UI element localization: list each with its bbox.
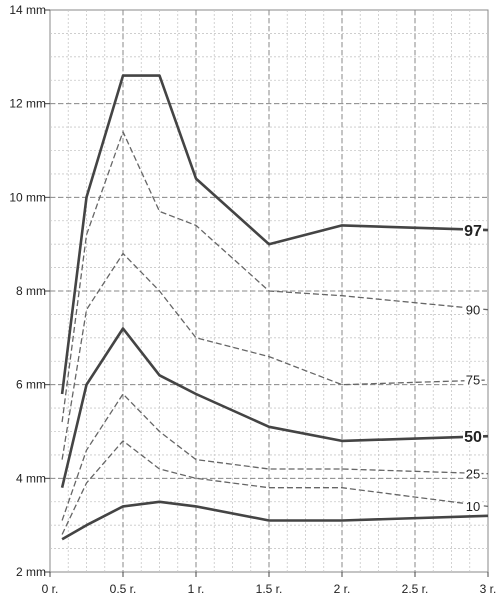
series-line-25 [61,393,489,521]
x-tick-label: 2.5 r. [402,582,429,596]
series-label-25: 25 [466,466,480,481]
labels-layer: 10 25 50 75 90 97 [463,221,483,514]
x-tick-label: 1 r. [188,582,205,596]
series-label-background [464,372,482,386]
series-label-background [464,466,482,480]
series-line-75 [61,252,489,460]
series-line-97 [60,74,489,395]
series-label-10: 10 [466,499,480,514]
x-tick-label: 3 r. [480,582,497,596]
y-tick-label: 10 mm [9,190,46,204]
x-tick-label: 2 r. [334,582,351,596]
series-layer [60,74,489,541]
x-tick-label: 0 r. [42,582,59,596]
y-tick-label: 2 mm [16,565,46,579]
x-tick-label: 0.5 r. [110,582,137,596]
series-label-background [464,302,482,316]
series-label-97: 97 [464,223,482,240]
series-line-10 [61,440,489,535]
y-tick-label: 14 mm [9,3,46,17]
series-label-50: 50 [464,429,482,446]
series-label-75: 75 [466,373,480,388]
series-line-90 [61,131,489,423]
series-label-background [464,498,482,512]
y-tick-label: 4 mm [16,471,46,485]
series-label-background [463,427,483,444]
x-axis-ticks: 0 r. 0.5 r. 1 r. 1.5 r. 2 r. 2.5 r. 3 r. [42,572,497,596]
series-line-bottom [61,500,489,541]
y-tick-label: 6 mm [16,378,46,392]
series-label-90: 90 [466,302,480,317]
y-tick-label: 12 mm [9,97,46,111]
x-tick-label: 1.5 r. [256,582,283,596]
y-axis-ticks: 2 mm 4 mm 6 mm 8 mm 10 mm 12 mm 14 mm [9,3,50,579]
y-tick-label: 8 mm [16,284,46,298]
series-line-50 [60,327,489,488]
series-label-background [463,221,483,238]
major-grid [50,10,488,572]
